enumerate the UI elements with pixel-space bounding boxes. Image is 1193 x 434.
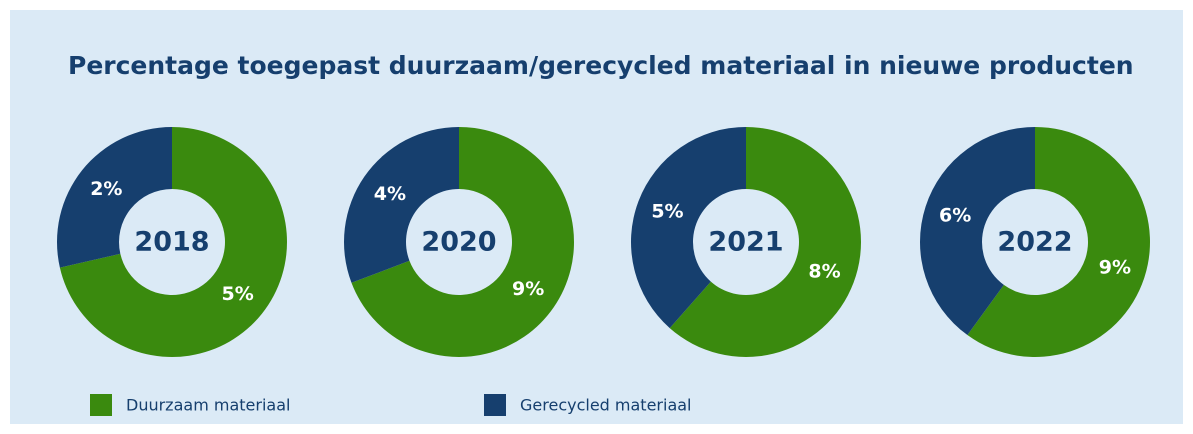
donut-segment [630, 126, 746, 329]
legend-label: Gerecycled materiaal [520, 396, 692, 415]
legend-label: Duurzaam materiaal [126, 396, 290, 415]
center-label: 2022 [997, 227, 1072, 258]
donut-segment [669, 127, 861, 357]
donut-segment [59, 127, 288, 357]
data-label: 5% [222, 283, 254, 305]
donut-segment [967, 127, 1150, 358]
data-label: 9% [512, 278, 544, 300]
center-label: 2020 [421, 227, 496, 258]
donut-segment [344, 127, 459, 283]
center-label: 2018 [134, 227, 209, 258]
data-label: 4% [374, 183, 406, 205]
data-label: 8% [808, 260, 840, 282]
legend-swatch [484, 394, 506, 416]
donut-segment [57, 127, 173, 268]
data-label: 6% [939, 205, 971, 227]
legend-swatch [90, 394, 112, 416]
chart-title: Percentage toegepast duurzaam/gerecycled… [68, 51, 1134, 80]
center-label: 2021 [708, 227, 783, 258]
data-label: 5% [651, 201, 683, 223]
donut-segment [920, 127, 1035, 336]
data-label: 9% [1099, 256, 1131, 278]
donut-segment [351, 127, 574, 357]
data-label: 2% [90, 178, 122, 200]
